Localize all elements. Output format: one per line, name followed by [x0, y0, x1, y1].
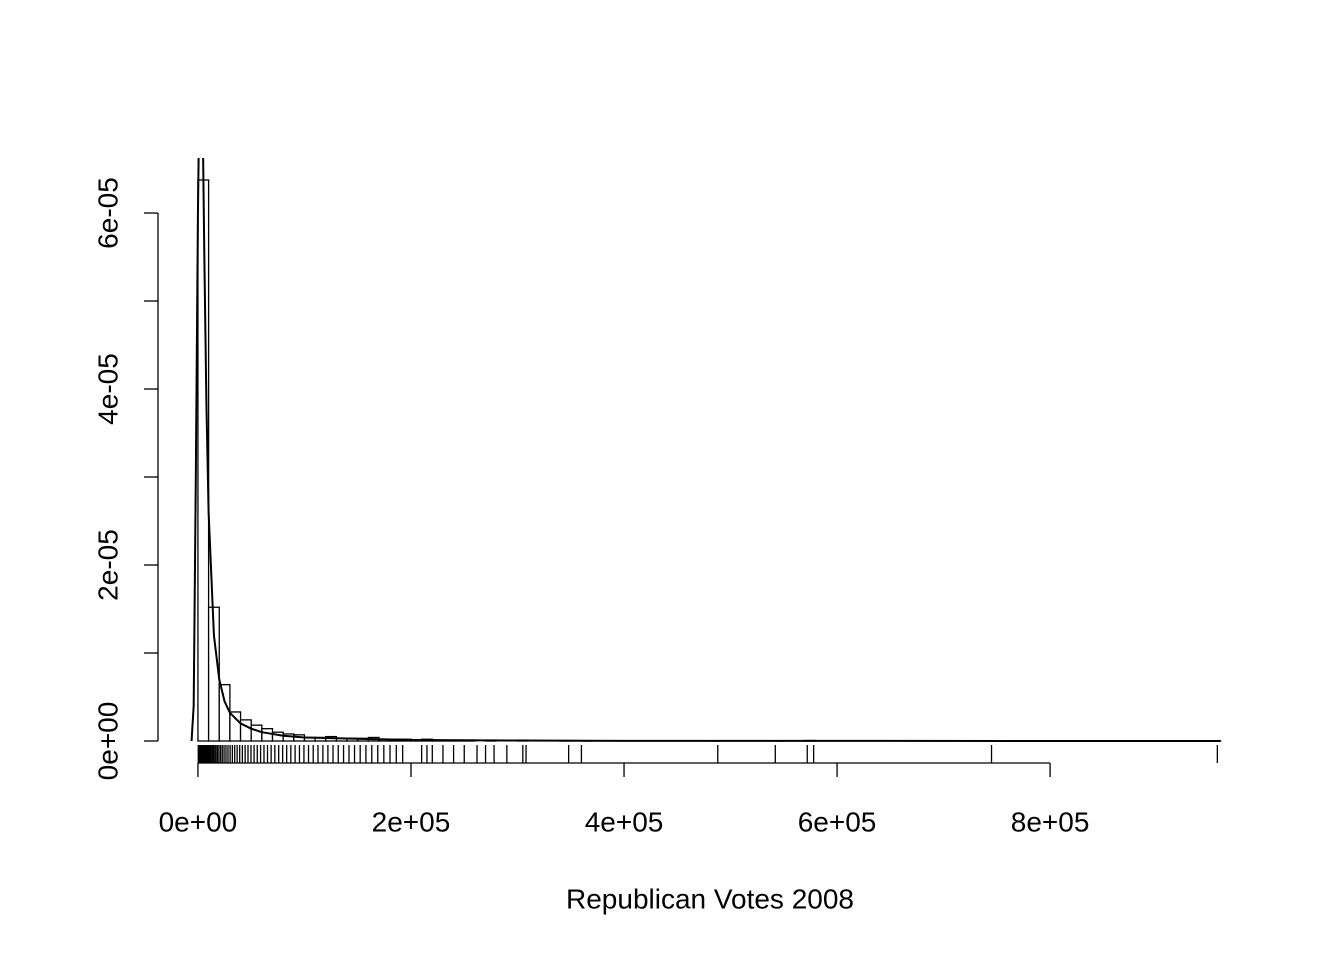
bar [229, 711, 242, 742]
bar [218, 684, 231, 742]
x-tick-label: 6e+05 [798, 806, 877, 837]
bar [239, 719, 252, 742]
x-tick-label: 8e+05 [1011, 806, 1090, 837]
x-tick-label: 2e+05 [372, 806, 451, 837]
y-tick-label: 0e+00 [92, 702, 123, 781]
density-curve [190, 158, 1221, 742]
y-tick-label: 4e-05 [92, 353, 123, 425]
y-tick-label: 2e-05 [92, 529, 123, 601]
y-tick-label: 6e-05 [92, 177, 123, 249]
bar [261, 728, 274, 742]
x-axis-label: Republican Votes 2008 [566, 883, 854, 914]
bar [250, 724, 263, 742]
x-tick-label: 4e+05 [585, 806, 664, 837]
plot-area [190, 158, 1222, 742]
x-tick-label: 0e+00 [159, 806, 238, 837]
